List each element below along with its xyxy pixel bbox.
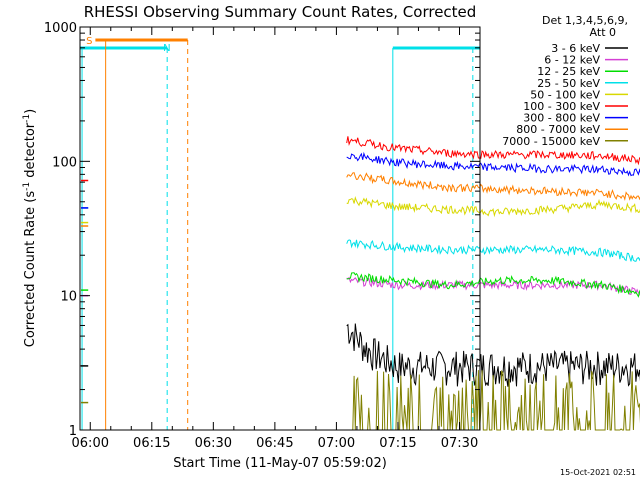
series-3-line	[346, 239, 640, 262]
series-5-line	[346, 136, 640, 166]
series-2	[81, 272, 640, 298]
y-tick-label-0: 1	[69, 424, 77, 439]
series-6	[81, 151, 640, 209]
series-7-line	[346, 172, 640, 202]
series-4-line	[346, 196, 640, 218]
x-tick-label-6: 07:30	[441, 436, 478, 451]
chart-title: RHESSI Observing Summary Count Rates, Co…	[84, 3, 477, 21]
series-2-line	[346, 272, 640, 298]
x-tick-label-3: 06:45	[256, 436, 293, 451]
x-tick-label-2: 06:30	[195, 436, 232, 451]
plot-layer: SN	[80, 36, 640, 431]
legend-header-1: Det 1,3,4,5,6,9,	[542, 14, 628, 27]
y-tick-label-3: 1000	[44, 21, 77, 36]
y-tick-label-1: 10	[60, 290, 77, 305]
legend-label-5: 100 - 300 keV	[523, 100, 600, 113]
x-tick-label-1: 06:15	[133, 436, 170, 451]
legend-label-2: 12 - 25 keV	[537, 65, 600, 78]
series-1-line	[346, 276, 640, 296]
axis-layer: 06:00 06:15 06:30 06:45 07:00 07:15 07:30 1 10 10…	[44, 21, 481, 451]
legend-label-3: 25 - 50 keV	[537, 77, 600, 90]
y-axis-label: Corrected Count Rate (s-1 detector-1)	[22, 109, 38, 347]
series-0-line	[346, 323, 640, 387]
x-axis-label: Start Time (11-May-07 05:59:02)	[173, 456, 387, 471]
y-tick-label-2: 100	[52, 155, 77, 170]
timestamp: 15-Oct-2021 02:51	[560, 468, 636, 477]
series-5	[81, 136, 640, 182]
series-4	[81, 196, 640, 224]
legend-label-0: 3 - 6 keV	[551, 42, 600, 55]
legend-label-6: 300 - 800 keV	[523, 112, 600, 125]
x-tick-label-5: 07:15	[379, 436, 416, 451]
legend-label-7: 800 - 7000 keV	[516, 123, 600, 136]
legend-label-8: 7000 - 15000 keV	[502, 135, 600, 148]
plot-frame	[79, 26, 481, 431]
legend-label-4: 50 - 100 keV	[530, 88, 600, 101]
series-6-line	[346, 151, 640, 177]
legend-label-1: 6 - 12 keV	[544, 54, 600, 67]
series-8	[81, 369, 640, 431]
legend-header-2: Att 0	[590, 26, 616, 39]
series-8-line	[346, 369, 640, 431]
x-tick-label-0: 06:00	[72, 436, 109, 451]
saa-flag-label: S	[86, 36, 92, 47]
x-tick-label-4: 07:00	[318, 436, 355, 451]
series-7	[81, 172, 640, 227]
night-flag-label: N	[163, 43, 170, 54]
